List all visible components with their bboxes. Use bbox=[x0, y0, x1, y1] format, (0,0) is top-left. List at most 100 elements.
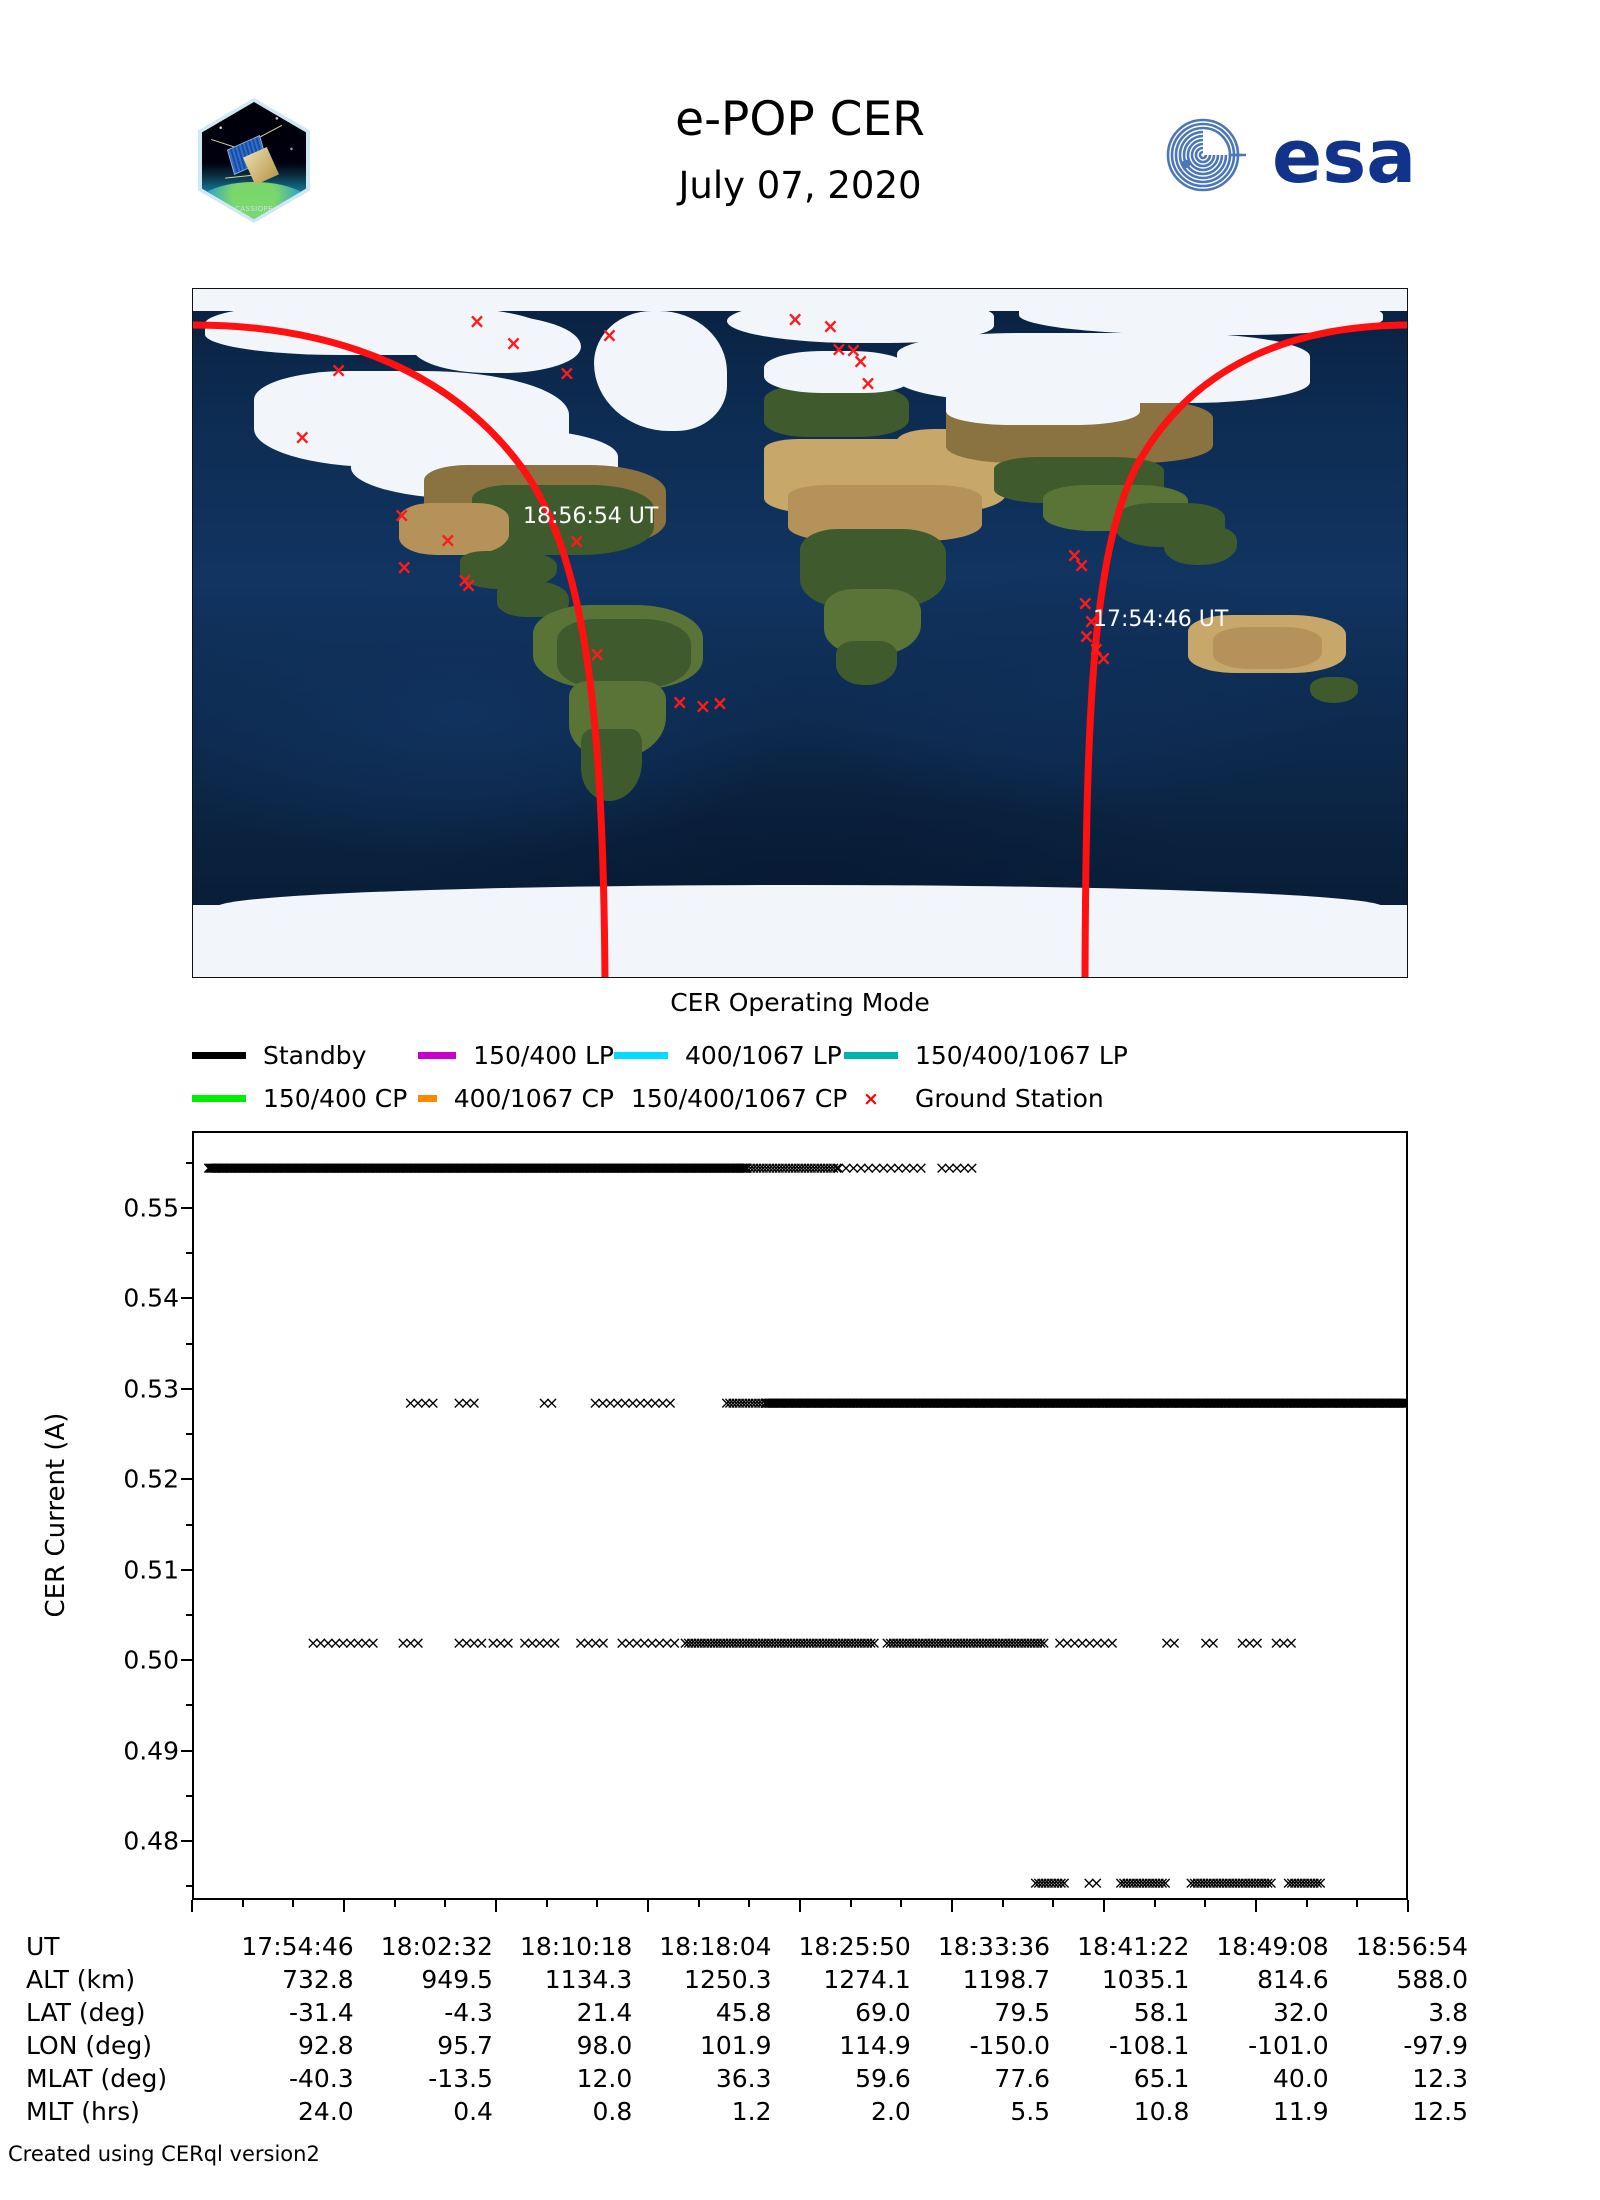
data-point-marker: × bbox=[273, 1158, 289, 1179]
data-point-marker: × bbox=[210, 1158, 225, 1179]
data-point-marker: × bbox=[299, 1158, 314, 1179]
data-point-marker: × bbox=[231, 1158, 246, 1179]
data-point-marker: × bbox=[348, 1158, 363, 1179]
x-axis-minor-tick bbox=[748, 1900, 751, 1907]
y-axis-major-tick bbox=[181, 1659, 192, 1662]
ground-station-marker: × bbox=[505, 330, 522, 355]
y-axis-major-tick bbox=[181, 1478, 192, 1481]
data-point-marker: × bbox=[310, 1158, 325, 1179]
map-end-time-label: 18:56:54 UT bbox=[523, 504, 659, 529]
data-point-marker: × bbox=[217, 1158, 232, 1179]
data-point-marker: × bbox=[215, 1158, 230, 1179]
y-axis-tick-label: 0.50 bbox=[123, 1645, 179, 1675]
data-point-marker: × bbox=[332, 1158, 347, 1179]
table-cell: 101.9 bbox=[699, 2031, 772, 2060]
data-point-marker: × bbox=[294, 1158, 309, 1179]
data-point-marker: × bbox=[248, 1158, 263, 1179]
y-axis-tick-label: 0.52 bbox=[123, 1464, 179, 1494]
data-point-marker: × bbox=[227, 1158, 243, 1179]
data-point-marker: × bbox=[211, 1158, 227, 1179]
esa-swirl-dot-icon bbox=[1181, 159, 1191, 169]
ground-station-marker: × bbox=[1073, 552, 1091, 577]
legend-item-400-1067-cp[interactable]: 400/1067 CP bbox=[418, 1084, 614, 1113]
data-point-marker: × bbox=[318, 1158, 334, 1179]
data-point-marker: × bbox=[224, 1158, 239, 1179]
legend-item-150-400-cp[interactable]: 150/400 CP bbox=[192, 1084, 418, 1113]
legend-item-ground-station[interactable]: × Ground Station bbox=[844, 1084, 1104, 1113]
data-point-marker: × bbox=[238, 1158, 253, 1179]
table-cell: 1134.3 bbox=[544, 1965, 633, 1994]
data-point-marker: × bbox=[218, 1158, 233, 1179]
table-cell: -108.1 bbox=[1108, 2031, 1190, 2060]
data-point-marker: × bbox=[330, 1158, 345, 1179]
x-axis-major-tick bbox=[1103, 1900, 1105, 1912]
table-cell: -4.3 bbox=[444, 1998, 493, 2027]
cer-current-plot[interactable]: × × × × × × × × × × × × × × × × × × × × × × × × × × × × × × × × × × × × × × × ×… bbox=[192, 1131, 1408, 1900]
data-point-marker: × bbox=[411, 1633, 426, 1654]
y-axis-minor-tick bbox=[186, 1523, 192, 1526]
data-point-marker: × bbox=[362, 1158, 377, 1179]
data-point-marker: × bbox=[347, 1158, 362, 1179]
data-point-marker: × bbox=[225, 1158, 240, 1179]
table-cell: 0.8 bbox=[592, 2097, 633, 2126]
table-cell: -150.0 bbox=[969, 2031, 1051, 2060]
legend-item-150-400-1067-lp[interactable]: 150/400/1067 LP bbox=[844, 1041, 1128, 1070]
legend-item-400-1067-lp[interactable]: 400/1067 LP bbox=[614, 1041, 844, 1070]
table-cell: -40.3 bbox=[289, 2064, 354, 2093]
legend-label: 400/1067 CP bbox=[453, 1084, 614, 1113]
data-point-marker: × bbox=[258, 1158, 274, 1179]
ground-station-marker: × bbox=[601, 323, 618, 348]
data-point-marker: × bbox=[308, 1158, 323, 1179]
table-row-label: ALT (km) bbox=[26, 1965, 136, 1994]
ground-station-marker: × bbox=[1076, 590, 1094, 615]
data-point-marker: × bbox=[1036, 1633, 1052, 1654]
table-cell: 45.8 bbox=[715, 1998, 772, 2027]
table-cell: 3.8 bbox=[1428, 1998, 1468, 2027]
table-cell: 32.0 bbox=[1272, 1998, 1329, 2027]
table-cell: 1198.7 bbox=[962, 1965, 1051, 1994]
data-point-marker: × bbox=[281, 1158, 297, 1179]
x-axis-minor-tick bbox=[1153, 1900, 1156, 1907]
x-axis-minor-tick bbox=[1052, 1900, 1055, 1907]
ground-station-marker: × bbox=[711, 691, 729, 716]
data-point-marker: × bbox=[501, 1633, 516, 1654]
data-point-marker: × bbox=[316, 1158, 331, 1179]
data-point-marker: × bbox=[202, 1158, 217, 1179]
table-row: MLT (hrs) 24.0 0.4 0.8 1.2 2.0 5.5 10.8 11.9 12.5 bbox=[26, 2095, 1476, 2128]
ground-track-map[interactable]: × × × × × × × × × × × × × × × × × × × × × × × × × × × × × 18:56:54 U… bbox=[192, 288, 1408, 978]
data-point-marker: × bbox=[275, 1158, 290, 1179]
legend-item-150-400-lp[interactable]: 150/400 LP bbox=[418, 1041, 614, 1070]
data-point-marker: × bbox=[235, 1158, 251, 1179]
data-point-marker: × bbox=[262, 1158, 277, 1179]
data-point-marker: × bbox=[1263, 1873, 1279, 1894]
data-point-marker: × bbox=[323, 1158, 338, 1179]
data-point-marker: × bbox=[247, 1158, 262, 1179]
data-point-marker: × bbox=[285, 1158, 300, 1179]
legend-item-standby[interactable]: Standby bbox=[192, 1041, 418, 1070]
ephemeris-table-grid: UT 17:54:46 18:02:32 18:10:18 18:18:04 18:25:… bbox=[26, 1930, 1476, 2128]
data-point-marker: × bbox=[361, 1158, 376, 1179]
table-cell: -97.9 bbox=[1403, 2031, 1468, 2060]
data-point-marker: × bbox=[203, 1158, 219, 1179]
x-axis-minor-tick bbox=[849, 1900, 852, 1907]
table-cell: 17:54:46 bbox=[241, 1932, 354, 1961]
ground-station-marker: × bbox=[830, 336, 848, 361]
x-axis-minor-tick bbox=[697, 1900, 700, 1907]
data-point-marker: × bbox=[337, 1158, 352, 1179]
table-cell: 2.0 bbox=[871, 2097, 911, 2126]
x-axis-major-tick bbox=[1255, 1900, 1257, 1912]
data-point-marker: × bbox=[253, 1158, 268, 1179]
data-point-marker: × bbox=[315, 1158, 330, 1179]
table-cell: 98.0 bbox=[576, 2031, 633, 2060]
esa-swirl-icon bbox=[1166, 118, 1240, 192]
data-point-marker: × bbox=[1105, 1633, 1120, 1654]
legend-item-150-400-1067-cp[interactable]: 150/400/1067 CP bbox=[614, 1084, 847, 1113]
ground-station-marker: × bbox=[671, 689, 689, 714]
table-row: MLAT (deg) -40.3 -13.5 12.0 36.3 59.6 77.6 65.1… bbox=[26, 2062, 1476, 2095]
data-point-marker: × bbox=[234, 1158, 250, 1179]
ground-station-marker: × bbox=[852, 348, 870, 373]
y-axis-tick-label: 0.51 bbox=[123, 1555, 179, 1585]
data-point-marker: × bbox=[221, 1158, 236, 1179]
legend-label: Standby bbox=[263, 1041, 367, 1070]
data-point-marker: × bbox=[342, 1158, 358, 1179]
